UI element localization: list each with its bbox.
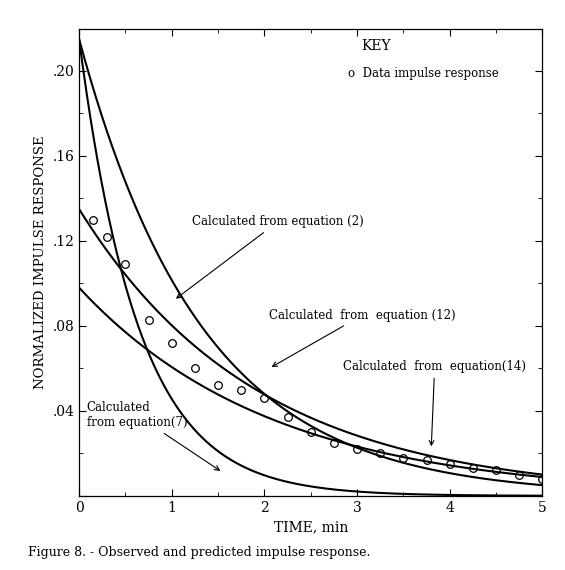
Text: Calculated
from equation(7): Calculated from equation(7) — [86, 401, 219, 470]
Text: Figure 8. - Observed and predicted impulse response.: Figure 8. - Observed and predicted impul… — [28, 545, 371, 559]
Y-axis label: NORMALIZED IMPULSE RESPONSE: NORMALIZED IMPULSE RESPONSE — [34, 136, 47, 389]
Text: KEY: KEY — [362, 39, 392, 53]
Text: o  Data impulse response: o Data impulse response — [348, 67, 498, 80]
Text: Calculated  from  equation (12): Calculated from equation (12) — [269, 309, 456, 367]
X-axis label: TIME, min: TIME, min — [273, 520, 348, 534]
Text: Calculated  from  equation(14): Calculated from equation(14) — [343, 360, 526, 445]
Text: Calculated from equation (2): Calculated from equation (2) — [177, 215, 364, 298]
